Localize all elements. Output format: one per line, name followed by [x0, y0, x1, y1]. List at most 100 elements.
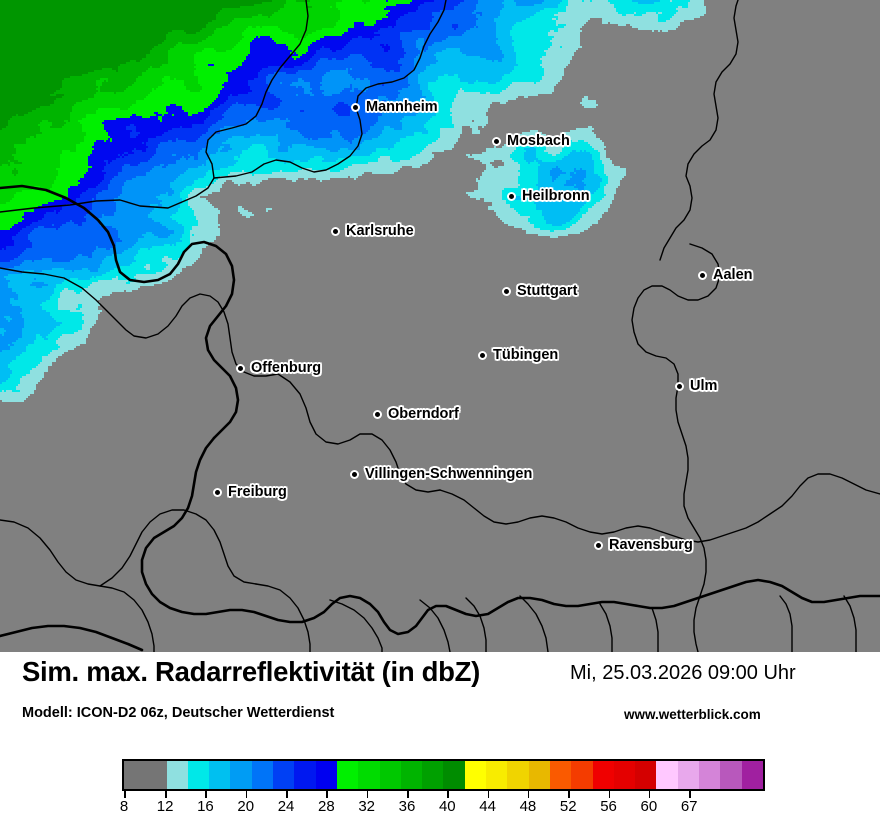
- colorbar-tick: [648, 791, 651, 798]
- colorbar-tick-label: 44: [479, 798, 496, 815]
- colorbar-swatch: [720, 761, 742, 789]
- colorbar-swatch: [422, 761, 444, 789]
- city-marker: Ulm: [675, 378, 717, 394]
- colorbar-swatch: [251, 761, 274, 789]
- colorbar-tick-label: 48: [519, 798, 537, 815]
- city-dot-icon: [331, 226, 340, 236]
- city-dot-icon: [373, 409, 382, 419]
- colorbar-swatch: [336, 761, 359, 789]
- city-marker: Offenburg: [236, 360, 321, 376]
- colorbar-tick: [326, 791, 328, 798]
- city-dot-icon: [507, 191, 516, 201]
- colorbar-swatch: [571, 761, 593, 789]
- colorbar-swatch: [273, 761, 295, 789]
- colorbar-tick: [487, 791, 490, 798]
- city-dot-icon: [698, 270, 707, 280]
- colorbar-swatch: [443, 761, 465, 789]
- colorbar-tick: [124, 791, 126, 798]
- colorbar-swatch: [124, 761, 146, 789]
- colorbar-swatch: [592, 761, 614, 789]
- city-label: Aalen: [713, 267, 753, 283]
- colorbar-tick: [608, 791, 611, 798]
- colorbar-swatch: [145, 761, 167, 789]
- city-marker: Aalen: [698, 267, 753, 283]
- city-marker: Ravensburg: [594, 537, 693, 553]
- colorbar-tick: [245, 791, 248, 798]
- city-dot-icon: [492, 136, 501, 146]
- colorbar-swatch: [400, 761, 423, 789]
- city-dot-icon: [502, 286, 511, 296]
- colorbar-tick-label: 36: [398, 798, 416, 815]
- colorbar-tick-label: 16: [197, 798, 214, 815]
- city-label: Stuttgart: [517, 283, 578, 299]
- page-title: Sim. max. Radarreflektivität (in dbZ): [22, 656, 481, 687]
- colorbar-swatch: [166, 761, 188, 789]
- colorbar-tick-label: 24: [277, 798, 295, 815]
- colorbar-tick: [165, 791, 167, 798]
- city-label: Freiburg: [228, 484, 287, 500]
- city-marker: Karlsruhe: [331, 223, 414, 239]
- city-dot-icon: [213, 487, 222, 497]
- city-dot-icon: [594, 540, 603, 550]
- city-label: Heilbronn: [522, 188, 590, 204]
- city-label: Villingen-Schwenningen: [365, 466, 533, 482]
- colorbar-swatch: [379, 761, 401, 789]
- colorbar-tick-label: 52: [559, 798, 577, 815]
- city-marker: Villingen-Schwenningen: [350, 466, 532, 482]
- colorbar-swatch: [549, 761, 572, 789]
- city-label: Ulm: [690, 378, 718, 394]
- colorbar-tick-label: 12: [156, 798, 174, 815]
- site-url-label: www.wetterblick.com: [624, 707, 761, 722]
- city-marker: Stuttgart: [502, 283, 577, 299]
- colorbar-tick-labels: 8 12 16 20 24 28 32 36 40 44 48 52 56 60 67: [119, 798, 765, 820]
- colorbar-swatch: [294, 761, 316, 789]
- city-label: Mosbach: [507, 133, 570, 149]
- colorbar-swatch: [656, 761, 678, 789]
- caption-bar: Sim. max. Radarreflektivität (in dbZ) Mo…: [0, 652, 880, 742]
- colorbar-swatch: [635, 761, 657, 789]
- colorbar-legend: 8 12 16 20 24 28 32 36 40 44 48 52 56 60 67: [0, 742, 880, 830]
- colorbar-swatches[interactable]: [122, 759, 765, 791]
- radar-map[interactable]: Mannheim Mosbach Heilbronn Karlsruhe Aalen St…: [0, 0, 880, 652]
- colorbar-tick-label: 40: [438, 798, 456, 815]
- city-dot-icon: [350, 469, 359, 479]
- colorbar-swatch: [741, 761, 763, 789]
- colorbar-tick: [568, 791, 570, 798]
- city-marker: Heilbronn: [507, 188, 590, 204]
- colorbar-tick: [407, 791, 409, 798]
- colorbar-swatch: [699, 761, 721, 789]
- colorbar-tick: [366, 791, 369, 798]
- city-marker: Mannheim: [351, 99, 438, 115]
- colorbar-tick: [689, 791, 691, 798]
- colorbar-tick-marks: [122, 791, 765, 798]
- colorbar-swatch: [507, 761, 529, 789]
- colorbar-swatch: [230, 761, 252, 789]
- colorbar-tick: [205, 791, 207, 798]
- valid-time-label: Mi, 25.03.2026 09:00 Uhr: [570, 662, 796, 684]
- radar-reflectivity-layer: [0, 0, 880, 652]
- city-marker: Tübingen: [478, 347, 558, 363]
- colorbar-tick-label: 28: [318, 798, 335, 815]
- city-marker: Freiburg: [213, 484, 287, 500]
- colorbar-tick: [527, 791, 530, 798]
- city-dot-icon: [478, 350, 487, 360]
- political-boundaries-layer: [0, 0, 880, 652]
- colorbar-swatch: [187, 761, 210, 789]
- city-marker: Oberndorf: [373, 406, 459, 422]
- city-label: Karlsruhe: [346, 223, 414, 239]
- colorbar-swatch: [677, 761, 700, 789]
- colorbar-tick-label: 56: [600, 798, 617, 815]
- colorbar-swatch: [464, 761, 487, 789]
- city-markers-layer: Mannheim Mosbach Heilbronn Karlsruhe Aalen St…: [213, 99, 753, 553]
- city-dot-icon: [236, 363, 245, 373]
- colorbar-tick-label: 8: [119, 798, 129, 815]
- colorbar-tick-label: 67: [680, 798, 698, 815]
- colorbar-tick-label: 60: [640, 798, 658, 815]
- colorbar-tick: [286, 791, 288, 798]
- colorbar-swatch: [358, 761, 380, 789]
- city-dot-icon: [675, 381, 684, 391]
- model-subtitle: Modell: ICON-D2 06z, Deutscher Wetterdie…: [22, 705, 335, 721]
- city-label: Oberndorf: [388, 406, 459, 422]
- city-label: Tübingen: [493, 347, 559, 363]
- colorbar-swatch: [209, 761, 231, 789]
